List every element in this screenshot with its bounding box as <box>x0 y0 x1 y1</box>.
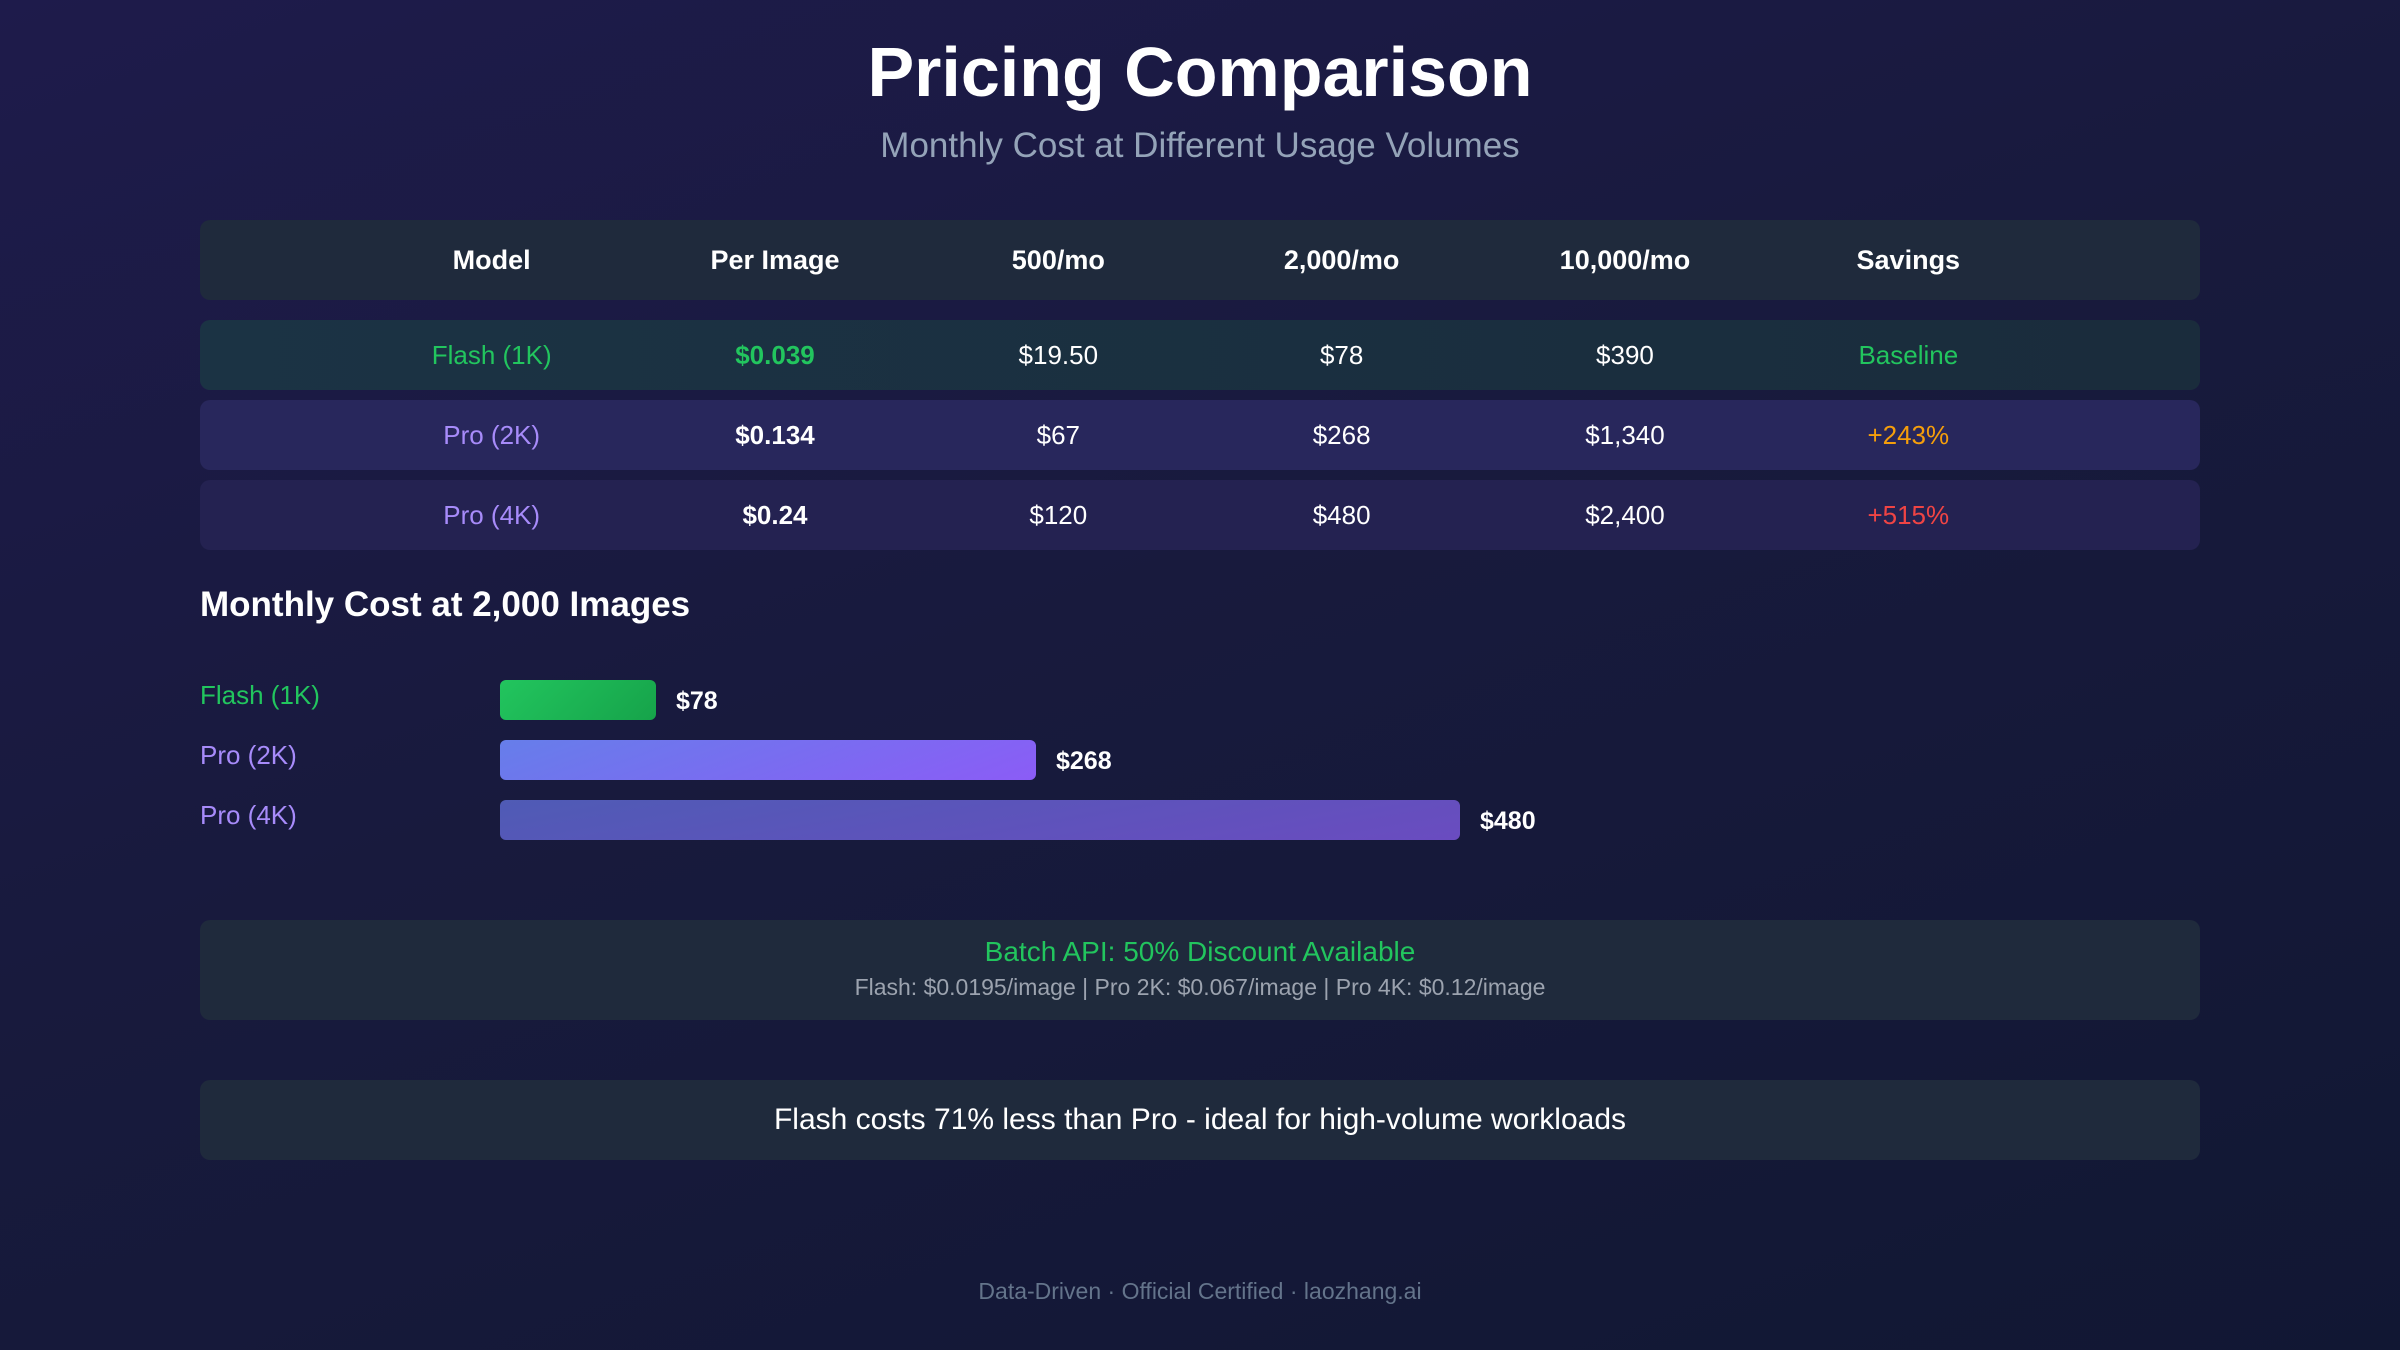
footer: Data-Driven · Official Certified · laozh… <box>978 1278 1422 1304</box>
cost-500: $120 <box>1029 499 1088 530</box>
bar-pro-2k <box>500 740 1036 780</box>
model-name: Pro (4K) <box>443 499 541 530</box>
cost-10000: $2,400 <box>1585 499 1665 530</box>
batch-detail: Flash: $0.0195/image | Pro 2K: $0.067/im… <box>854 974 1546 1000</box>
column-header-per-image: Per Image <box>710 244 840 275</box>
insight-banner: Flash costs 71% less than Pro - ideal fo… <box>200 1080 2200 1160</box>
batch-discount-panel: Batch API: 50% Discount Available Flash:… <box>200 920 2200 1020</box>
cost-500: $67 <box>1036 419 1081 450</box>
column-header-10000: 10,000/mo <box>1559 244 1691 275</box>
bar-label: Pro (2K) <box>200 740 297 770</box>
cost-2000: $480 <box>1312 499 1371 530</box>
cost-10000: $390 <box>1596 339 1654 370</box>
bar-label: Pro (4K) <box>200 800 297 830</box>
per-image-price: $0.24 <box>742 499 808 530</box>
per-image-price: $0.039 <box>735 339 815 370</box>
column-header-500: 500/mo <box>1011 244 1105 275</box>
bar-value: $78 <box>676 687 718 715</box>
model-name: Flash (1K) <box>431 339 552 370</box>
page-title: Pricing Comparison <box>867 33 1533 111</box>
table-row: Flash (1K) $0.039 $19.50 $78 $390 Baseli… <box>200 320 2200 390</box>
page-subtitle: Monthly Cost at Different Usage Volumes <box>880 126 1520 165</box>
column-header-savings: Savings <box>1856 244 1961 275</box>
table-row: Pro (4K) $0.24 $120 $480 $2,400 +515% <box>200 480 2200 550</box>
bar-pro-4k <box>500 800 1460 840</box>
bar-value: $480 <box>1480 807 1536 835</box>
column-header-model: Model <box>452 244 531 275</box>
cost-2000: $78 <box>1319 339 1364 370</box>
table-header: Model Per Image 500/mo 2,000/mo 10,000/m… <box>200 220 2200 300</box>
bar-value: $268 <box>1056 747 1112 775</box>
batch-title: Batch API: 50% Discount Available <box>984 936 1416 967</box>
bar-flash-1k <box>500 680 656 720</box>
cost-500: $19.50 <box>1018 339 1099 370</box>
table-row: Pro (2K) $0.134 $67 $268 $1,340 +243% <box>200 400 2200 470</box>
cost-10000: $1,340 <box>1585 419 1665 450</box>
model-name: Pro (2K) <box>443 419 541 450</box>
per-image-price: $0.134 <box>735 419 815 450</box>
savings: +515% <box>1867 499 1950 530</box>
savings: +243% <box>1867 419 1950 450</box>
column-header-2000: 2,000/mo <box>1283 244 1400 275</box>
savings: Baseline <box>1858 339 1959 370</box>
chart-title: Monthly Cost at 2,000 Images <box>200 585 691 624</box>
bar-label: Flash (1K) <box>200 680 320 710</box>
cost-2000: $268 <box>1312 419 1371 450</box>
